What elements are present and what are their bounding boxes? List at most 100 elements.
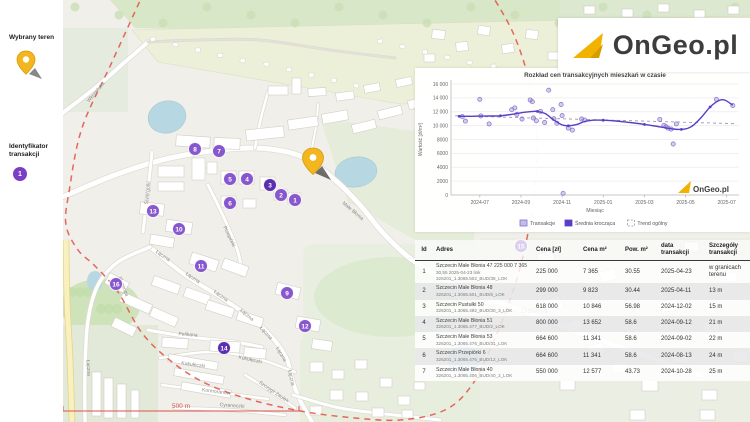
logo-text: OnGeo.pl <box>612 29 739 60</box>
row-price: 618 000 <box>533 299 580 316</box>
svg-text:2024-11: 2024-11 <box>553 200 571 206</box>
row-date: 2025-04-23 <box>658 260 706 284</box>
svg-text:16 000: 16 000 <box>433 82 449 88</box>
selected-area-pin-icon <box>16 50 42 80</box>
logo-card: OnGeo.pl <box>558 18 750 72</box>
map-marker-10[interactable]: 10 <box>172 222 186 236</box>
row-date: 2024-10-28 <box>658 364 706 381</box>
ongeo-logo-icon <box>572 33 603 58</box>
row-date: 2025-04-11 <box>658 283 706 300</box>
column-header-1[interactable]: Adres <box>433 240 533 262</box>
street-label: Łączna <box>286 369 295 386</box>
svg-text:8000: 8000 <box>437 137 448 143</box>
row-price-m2: 7 365 <box>580 260 622 284</box>
row-date: 2024-09-12 <box>658 315 706 333</box>
row-details: w granicach terenu <box>706 260 750 284</box>
legend-sidebar: Wybrany teren Identyfikator transakcji 1 <box>0 0 63 422</box>
map-marker-1[interactable]: 1 <box>288 193 302 207</box>
map-marker-6[interactable]: 6 <box>223 196 237 210</box>
row-price-m2: 10 846 <box>580 299 622 316</box>
street-label: Pelikana <box>178 331 198 338</box>
svg-text:14 000: 14 000 <box>433 96 449 102</box>
row-address: Szczecin Małe Błonia 51 326201_1.3065.477… <box>433 315 533 333</box>
column-header-0[interactable]: Id <box>415 240 433 262</box>
svg-text:7: 7 <box>217 148 221 155</box>
chart-legend: Transakcje Średnia krocząca Trend ogólny <box>519 219 668 227</box>
svg-text:8: 8 <box>193 146 197 153</box>
row-id: 4 <box>415 315 433 333</box>
map-marker-9[interactable]: 9 <box>280 286 294 300</box>
column-header-6[interactable]: Szczegóły transakcji <box>706 240 750 262</box>
column-header-3[interactable]: Cena m² <box>580 240 622 262</box>
chart-x-axis-label: Miesiąc <box>586 208 604 214</box>
svg-text:2025-05: 2025-05 <box>676 200 695 206</box>
row-area: 56.98 <box>622 299 658 316</box>
row-address: Szczecin Małe Błonia 47 225 000 7 365 30,… <box>433 260 533 284</box>
street-label: Świergotki <box>142 181 152 205</box>
row-price-m2: 9 823 <box>580 283 622 300</box>
chart-y-axis-label: Wartość [zł/m²] <box>418 122 424 156</box>
row-price: 550 000 <box>533 364 580 381</box>
row-id: 2 <box>415 283 433 300</box>
svg-text:4: 4 <box>245 176 249 183</box>
svg-text:13: 13 <box>149 208 157 215</box>
row-address: Szczecin Pustułki 50 326201_1.3065.492_BU… <box>433 299 533 316</box>
street-label: Cyraneczki <box>220 402 245 410</box>
svg-text:14: 14 <box>220 345 228 352</box>
map-marker-7[interactable]: 7 <box>212 144 226 158</box>
price-chart-panel: Rozkład cen transakcyjnych mieszkań w cz… <box>415 68 750 232</box>
svg-text:2: 2 <box>279 192 283 199</box>
transactions-table-panel: Id Adres Cena [zł] Cena m² Pow. m² data trans… <box>415 240 750 381</box>
svg-text:Trend ogólny: Trend ogólny <box>637 221 667 227</box>
row-price: 299 000 <box>533 283 580 300</box>
transactions-table-header: Id Adres Cena [zł] Cena m² Pow. m² data trans… <box>415 240 750 262</box>
street-label: Kormoranów <box>202 387 231 396</box>
legend-selected-area-label: Wybrany teren <box>9 34 55 41</box>
street-label: Łączna <box>84 360 91 377</box>
map-marker-5[interactable]: 5 <box>223 172 237 186</box>
row-area: 30.44 <box>622 283 658 300</box>
table-row[interactable]: 5 Szczecin Małe Błonia 53 326201_1.3065.47… <box>415 332 750 349</box>
map-marker-11[interactable]: 11 <box>194 259 208 273</box>
row-date: 2024-12-02 <box>658 299 706 316</box>
svg-text:10 000: 10 000 <box>433 123 449 129</box>
map-marker-2[interactable]: 2 <box>274 188 288 202</box>
map-marker-8[interactable]: 8 <box>188 142 202 156</box>
map-marker-3[interactable]: 3 <box>263 178 277 192</box>
row-id: 3 <box>415 299 433 316</box>
row-area: 30.55 <box>622 260 658 284</box>
column-header-2[interactable]: Cena [zł] <box>533 240 580 262</box>
column-header-4[interactable]: Pow. m² <box>622 240 658 262</box>
row-date: 2024-08-13 <box>658 348 706 365</box>
table-row[interactable]: 4 Szczecin Małe Błonia 51 326201_1.3065.47… <box>415 315 750 333</box>
row-details: 22 m <box>706 332 750 349</box>
row-price: 664 600 <box>533 348 580 365</box>
row-price-m2: 13 652 <box>580 315 622 333</box>
svg-text:4000: 4000 <box>437 165 448 171</box>
map-marker-4[interactable]: 4 <box>240 172 254 186</box>
row-address: Szczecin Małe Błonia 40 326201_1.3065.406… <box>433 364 533 381</box>
map-marker-16[interactable]: 16 <box>109 277 123 291</box>
row-area: 43.73 <box>622 364 658 381</box>
map-marker-13[interactable]: 13 <box>146 204 160 218</box>
table-row[interactable]: 1 Szczecin Małe Błonia 47 225 000 7 365 30… <box>415 260 750 284</box>
row-price: 664 600 <box>533 332 580 349</box>
column-header-5[interactable]: data transakcji <box>658 240 706 262</box>
table-row[interactable]: 3 Szczecin Pustułki 50 326201_1.3065.492_B… <box>415 299 750 316</box>
row-id: 6 <box>415 348 433 365</box>
row-details: 21 m <box>706 315 750 333</box>
table-row[interactable]: 7 Szczecin Małe Błonia 40 326201_1.3065.40… <box>415 364 750 381</box>
table-row[interactable]: 6 Szczecin Przepiórki 6 326201_1.3065.476_… <box>415 348 750 365</box>
map-scale: 500 m <box>62 403 300 412</box>
svg-text:12: 12 <box>301 323 309 330</box>
selected-area-pin[interactable] <box>302 147 332 180</box>
table-row[interactable]: 2 Szczecin Małe Błonia 48 326201_1.3065.50… <box>415 283 750 300</box>
row-area: 58.6 <box>622 315 658 333</box>
row-price-m2: 11 341 <box>580 348 622 365</box>
price-distribution-chart: Rozkład cen transakcyjnych mieszkań w cz… <box>418 72 739 227</box>
chart-watermark: OnGeo.pl <box>678 181 729 194</box>
map-marker-14[interactable]: 14 <box>217 341 231 355</box>
row-id: 5 <box>415 332 433 349</box>
street-label: Kukułeczki <box>238 355 263 366</box>
map-marker-12[interactable]: 12 <box>298 319 312 333</box>
